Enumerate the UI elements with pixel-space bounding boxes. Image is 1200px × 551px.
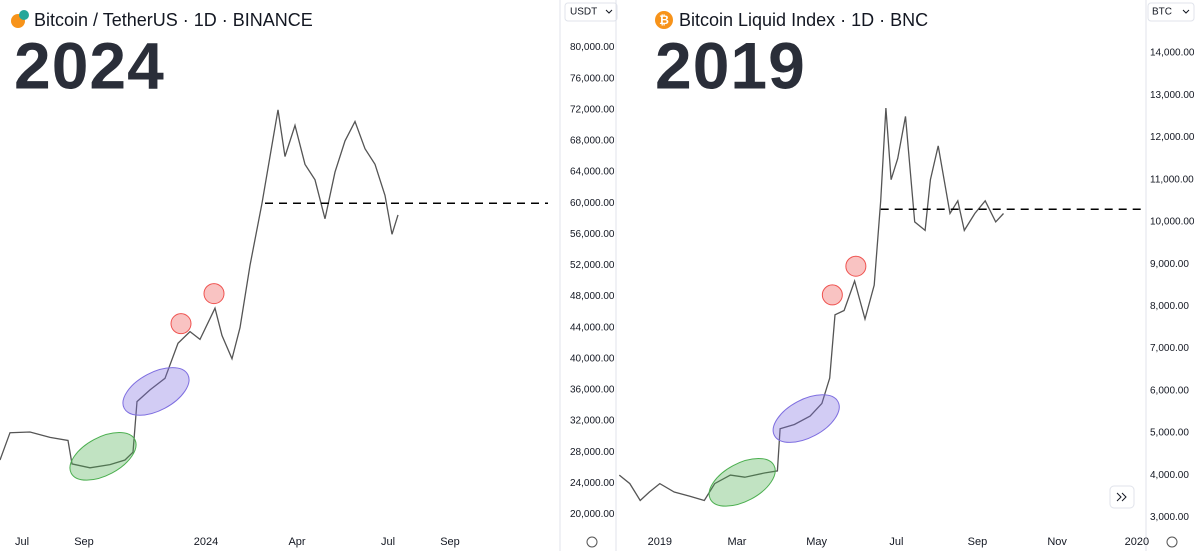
y-tick-label: 13,000.00 bbox=[1150, 90, 1195, 101]
coin-icon bbox=[19, 10, 29, 20]
y-tick-label: 10,000.00 bbox=[1150, 217, 1195, 228]
x-tick-label: Apr bbox=[288, 536, 305, 548]
y-tick-label: 24,000.00 bbox=[570, 478, 615, 489]
x-tick-label: Jul bbox=[15, 536, 29, 548]
scroll-icon bbox=[1116, 492, 1127, 502]
highlight-ellipse bbox=[708, 457, 776, 507]
y-tick-label: 60,000.00 bbox=[570, 198, 615, 209]
settings-icon[interactable] bbox=[1166, 536, 1178, 548]
x-tick-label: Sep bbox=[440, 536, 460, 548]
highlight-ellipse bbox=[122, 367, 190, 416]
x-tick-label: Nov bbox=[1047, 536, 1067, 548]
year-annotation: 2024 bbox=[14, 28, 165, 102]
y-tick-label: 12,000.00 bbox=[1150, 132, 1195, 143]
y-tick-label: 11,000.00 bbox=[1150, 174, 1194, 185]
y-tick-label: 48,000.00 bbox=[570, 291, 615, 302]
price-line bbox=[618, 107, 1004, 502]
highlight-circle bbox=[845, 255, 867, 277]
x-tick-label: Sep bbox=[968, 536, 988, 548]
y-tick-label: 80,000.00 bbox=[570, 42, 615, 53]
y-tick-label: 9,000.00 bbox=[1150, 259, 1189, 270]
y-tick-label: 36,000.00 bbox=[570, 385, 615, 396]
currency: USDT bbox=[570, 7, 597, 18]
x-tick-label: Jul bbox=[381, 536, 395, 548]
x-tick-label: Mar bbox=[727, 536, 746, 548]
currency-select[interactable] bbox=[564, 2, 618, 22]
coin-glyph: ₿ bbox=[659, 13, 669, 27]
y-tick-label: 20,000.00 bbox=[570, 509, 615, 520]
y-tick-label: 52,000.00 bbox=[570, 260, 615, 271]
y-tick-label: 5,000.00 bbox=[1150, 428, 1189, 439]
price-line bbox=[0, 109, 399, 469]
year-annotation: 2019 bbox=[655, 28, 806, 102]
settings-icon[interactable] bbox=[586, 536, 598, 548]
x-tick-label: 2024 bbox=[194, 536, 218, 548]
dropdown-arrow bbox=[605, 9, 613, 14]
x-tick-label: Jul bbox=[889, 536, 903, 548]
x-tick-label: Sep bbox=[74, 536, 94, 548]
y-tick-label: 40,000.00 bbox=[570, 353, 615, 364]
chart-title: Bitcoin / TetherUS · 1D · BINANCE bbox=[34, 10, 313, 30]
x-tick-label: 2020 bbox=[1125, 536, 1149, 548]
y-tick-label: 32,000.00 bbox=[570, 416, 615, 427]
highlight-circle bbox=[821, 284, 843, 306]
highlight-circle bbox=[170, 313, 192, 335]
y-tick-label: 8,000.00 bbox=[1150, 301, 1189, 312]
y-tick-label: 3,000.00 bbox=[1150, 512, 1189, 523]
coin-icon bbox=[655, 11, 673, 29]
dropdown-arrow bbox=[1182, 9, 1190, 14]
y-tick-label: 14,000.00 bbox=[1150, 48, 1195, 59]
y-tick-label: 44,000.00 bbox=[570, 322, 615, 333]
x-tick-label: May bbox=[806, 536, 827, 548]
y-tick-label: 76,000.00 bbox=[570, 73, 615, 84]
x-tick-label: 2019 bbox=[648, 536, 672, 548]
currency: BTC bbox=[1152, 7, 1172, 18]
scroll-button[interactable] bbox=[1109, 485, 1135, 509]
y-tick-label: 64,000.00 bbox=[570, 167, 615, 178]
highlight-ellipse bbox=[69, 431, 137, 481]
y-tick-label: 68,000.00 bbox=[570, 136, 615, 147]
y-tick-label: 28,000.00 bbox=[570, 447, 615, 458]
y-tick-label: 7,000.00 bbox=[1150, 343, 1189, 354]
chart-title: Bitcoin Liquid Index · 1D · BNC bbox=[679, 10, 928, 30]
y-tick-label: 56,000.00 bbox=[570, 229, 615, 240]
highlight-circle bbox=[203, 283, 225, 305]
y-tick-label: 6,000.00 bbox=[1150, 385, 1189, 396]
currency-select[interactable] bbox=[1147, 2, 1195, 22]
highlight-ellipse bbox=[772, 394, 840, 443]
y-tick-label: 72,000.00 bbox=[570, 104, 615, 115]
y-tick-label: 4,000.00 bbox=[1150, 470, 1189, 481]
